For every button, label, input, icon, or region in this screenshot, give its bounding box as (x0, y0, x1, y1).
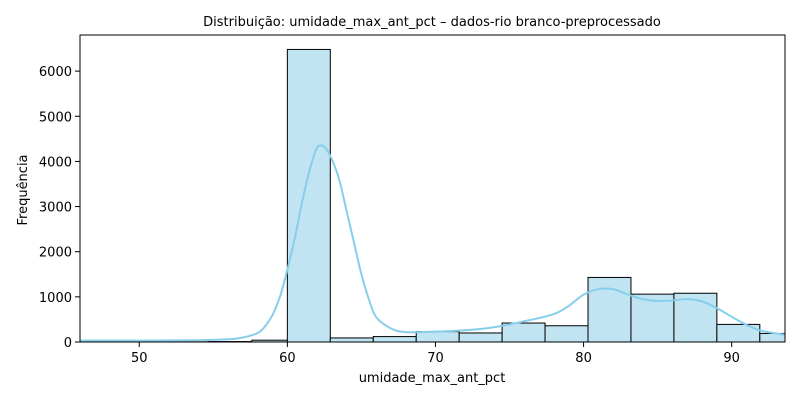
histogram-bar-12 (588, 277, 631, 342)
histogram-bar-6 (330, 338, 373, 342)
y-axis-label: Frequência (16, 154, 31, 225)
x-tick-label: 60 (279, 351, 296, 366)
y-tick-label: 3000 (39, 201, 72, 216)
y-tick-label: 4000 (39, 155, 72, 170)
y-tick-label: 2000 (39, 246, 72, 261)
histogram-bar-9 (459, 333, 502, 342)
histogram-bar-7 (373, 337, 416, 342)
y-tick-label: 0 (64, 336, 72, 351)
y-tick-label: 1000 (39, 291, 72, 306)
y-tick-label: 6000 (39, 65, 72, 80)
histogram-bar-11 (545, 326, 588, 342)
x-tick-label: 90 (723, 351, 740, 366)
x-tick-label: 80 (575, 351, 592, 366)
x-tick-label: 70 (427, 351, 444, 366)
x-axis-label: umidade_max_ant_pct (359, 371, 506, 386)
bars-layer (80, 49, 785, 342)
chart-title: Distribuição: umidade_max_ant_pct – dado… (203, 15, 661, 30)
y-tick-label: 5000 (39, 110, 72, 125)
histogram-bar-10 (502, 323, 545, 342)
histogram-bar-8 (416, 332, 459, 342)
x-tick-label: 50 (131, 351, 148, 366)
histogram-bar-5 (287, 49, 330, 342)
